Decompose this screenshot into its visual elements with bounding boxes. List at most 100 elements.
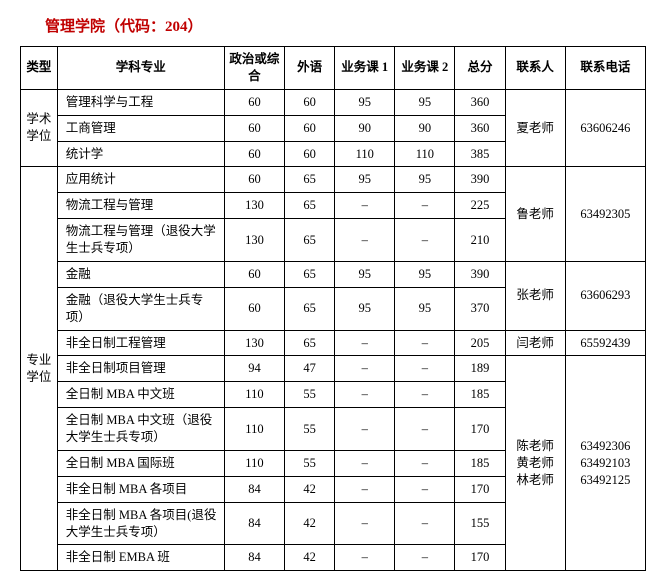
contact-cell: 张老师 bbox=[505, 261, 565, 330]
cell: 390 bbox=[455, 167, 505, 193]
major-cell: 应用统计 bbox=[57, 167, 224, 193]
phone-cell: 63606246 bbox=[565, 89, 645, 167]
cell: 360 bbox=[455, 115, 505, 141]
cell: 110 bbox=[335, 141, 395, 167]
cell: – bbox=[395, 502, 455, 545]
major-cell: 物流工程与管理 bbox=[57, 193, 224, 219]
cell: 55 bbox=[285, 450, 335, 476]
cell: 205 bbox=[455, 330, 505, 356]
cell: 155 bbox=[455, 502, 505, 545]
cell: 84 bbox=[224, 476, 284, 502]
major-cell: 统计学 bbox=[57, 141, 224, 167]
cell: – bbox=[395, 408, 455, 451]
cell: 390 bbox=[455, 261, 505, 287]
phone-cell: 63606293 bbox=[565, 261, 645, 330]
header-row: 类型 学科专业 政治或综合 外语 业务课 1 业务课 2 总分 联系人 联系电话 bbox=[21, 47, 646, 90]
major-cell: 非全日制 EMBA 班 bbox=[57, 545, 224, 571]
cell: 60 bbox=[224, 115, 284, 141]
cell: 170 bbox=[455, 408, 505, 451]
cell: 42 bbox=[285, 545, 335, 571]
cell: 90 bbox=[395, 115, 455, 141]
cell: 385 bbox=[455, 141, 505, 167]
major-cell: 管理科学与工程 bbox=[57, 89, 224, 115]
cell: 110 bbox=[224, 382, 284, 408]
cell: – bbox=[395, 450, 455, 476]
contact-cell: 闫老师 bbox=[505, 330, 565, 356]
cell: 55 bbox=[285, 382, 335, 408]
cell: – bbox=[335, 219, 395, 262]
h-contact: 联系人 bbox=[505, 47, 565, 90]
cell: 60 bbox=[285, 115, 335, 141]
cell: 225 bbox=[455, 193, 505, 219]
cell: 65 bbox=[285, 193, 335, 219]
cell: 65 bbox=[285, 219, 335, 262]
cell: – bbox=[395, 330, 455, 356]
table-row: 专业学位 应用统计 60 65 95 95 390 鲁老师 63492305 bbox=[21, 167, 646, 193]
major-cell: 非全日制项目管理 bbox=[57, 356, 224, 382]
cell: – bbox=[395, 382, 455, 408]
major-cell: 物流工程与管理（退役大学生士兵专项） bbox=[57, 219, 224, 262]
h-lang: 外语 bbox=[285, 47, 335, 90]
cell: 60 bbox=[224, 141, 284, 167]
h-total: 总分 bbox=[455, 47, 505, 90]
cell: 95 bbox=[335, 89, 395, 115]
cell: – bbox=[395, 476, 455, 502]
cell: 65 bbox=[285, 167, 335, 193]
cell: – bbox=[395, 193, 455, 219]
cell: 60 bbox=[224, 261, 284, 287]
cell: 84 bbox=[224, 545, 284, 571]
cell: 185 bbox=[455, 382, 505, 408]
table-row: 非全日制工程管理 130 65 – – 205 闫老师 65592439 bbox=[21, 330, 646, 356]
table-row: 非全日制项目管理 94 47 – – 189 陈老师 黄老师 林老师 63492… bbox=[21, 356, 646, 382]
cell: 189 bbox=[455, 356, 505, 382]
h-s2: 业务课 2 bbox=[395, 47, 455, 90]
phone-cell: 63492305 bbox=[565, 167, 645, 262]
cell: 95 bbox=[335, 167, 395, 193]
h-s1: 业务课 1 bbox=[335, 47, 395, 90]
major-cell: 全日制 MBA 中文班 bbox=[57, 382, 224, 408]
phone-cell: 65592439 bbox=[565, 330, 645, 356]
type-cell: 学术学位 bbox=[21, 89, 58, 167]
major-cell: 非全日制工程管理 bbox=[57, 330, 224, 356]
cell: 130 bbox=[224, 219, 284, 262]
contact-cell: 夏老师 bbox=[505, 89, 565, 167]
cell: – bbox=[335, 450, 395, 476]
cell: – bbox=[335, 382, 395, 408]
cell: 84 bbox=[224, 502, 284, 545]
cell: 185 bbox=[455, 450, 505, 476]
phone-cell: 63492306 63492103 63492125 bbox=[565, 356, 645, 571]
cell: – bbox=[335, 502, 395, 545]
major-cell: 非全日制 MBA 各项目 bbox=[57, 476, 224, 502]
cell: – bbox=[395, 356, 455, 382]
cell: 42 bbox=[285, 476, 335, 502]
cell: 130 bbox=[224, 330, 284, 356]
cell: 110 bbox=[224, 450, 284, 476]
major-cell: 全日制 MBA 国际班 bbox=[57, 450, 224, 476]
cell: 95 bbox=[395, 261, 455, 287]
cell: – bbox=[335, 193, 395, 219]
major-cell: 金融 bbox=[57, 261, 224, 287]
h-phone: 联系电话 bbox=[565, 47, 645, 90]
major-cell: 金融（退役大学生士兵专项） bbox=[57, 287, 224, 330]
cell: – bbox=[335, 330, 395, 356]
cell: – bbox=[335, 356, 395, 382]
cell: 60 bbox=[285, 141, 335, 167]
cell: 210 bbox=[455, 219, 505, 262]
cell: 60 bbox=[285, 89, 335, 115]
cell: – bbox=[395, 219, 455, 262]
table-row: 学术学位 管理科学与工程 60 60 95 95 360 夏老师 6360624… bbox=[21, 89, 646, 115]
cell: 60 bbox=[224, 167, 284, 193]
major-cell: 非全日制 MBA 各项目(退役大学生士兵专项） bbox=[57, 502, 224, 545]
cell: 47 bbox=[285, 356, 335, 382]
cell: 110 bbox=[395, 141, 455, 167]
cell: 65 bbox=[285, 261, 335, 287]
contact-cell: 鲁老师 bbox=[505, 167, 565, 262]
cell: 94 bbox=[224, 356, 284, 382]
cell: 130 bbox=[224, 193, 284, 219]
cell: 360 bbox=[455, 89, 505, 115]
cell: 370 bbox=[455, 287, 505, 330]
cell: 60 bbox=[224, 89, 284, 115]
major-cell: 全日制 MBA 中文班（退役大学生士兵专项） bbox=[57, 408, 224, 451]
cell: 95 bbox=[395, 89, 455, 115]
h-major: 学科专业 bbox=[57, 47, 224, 90]
